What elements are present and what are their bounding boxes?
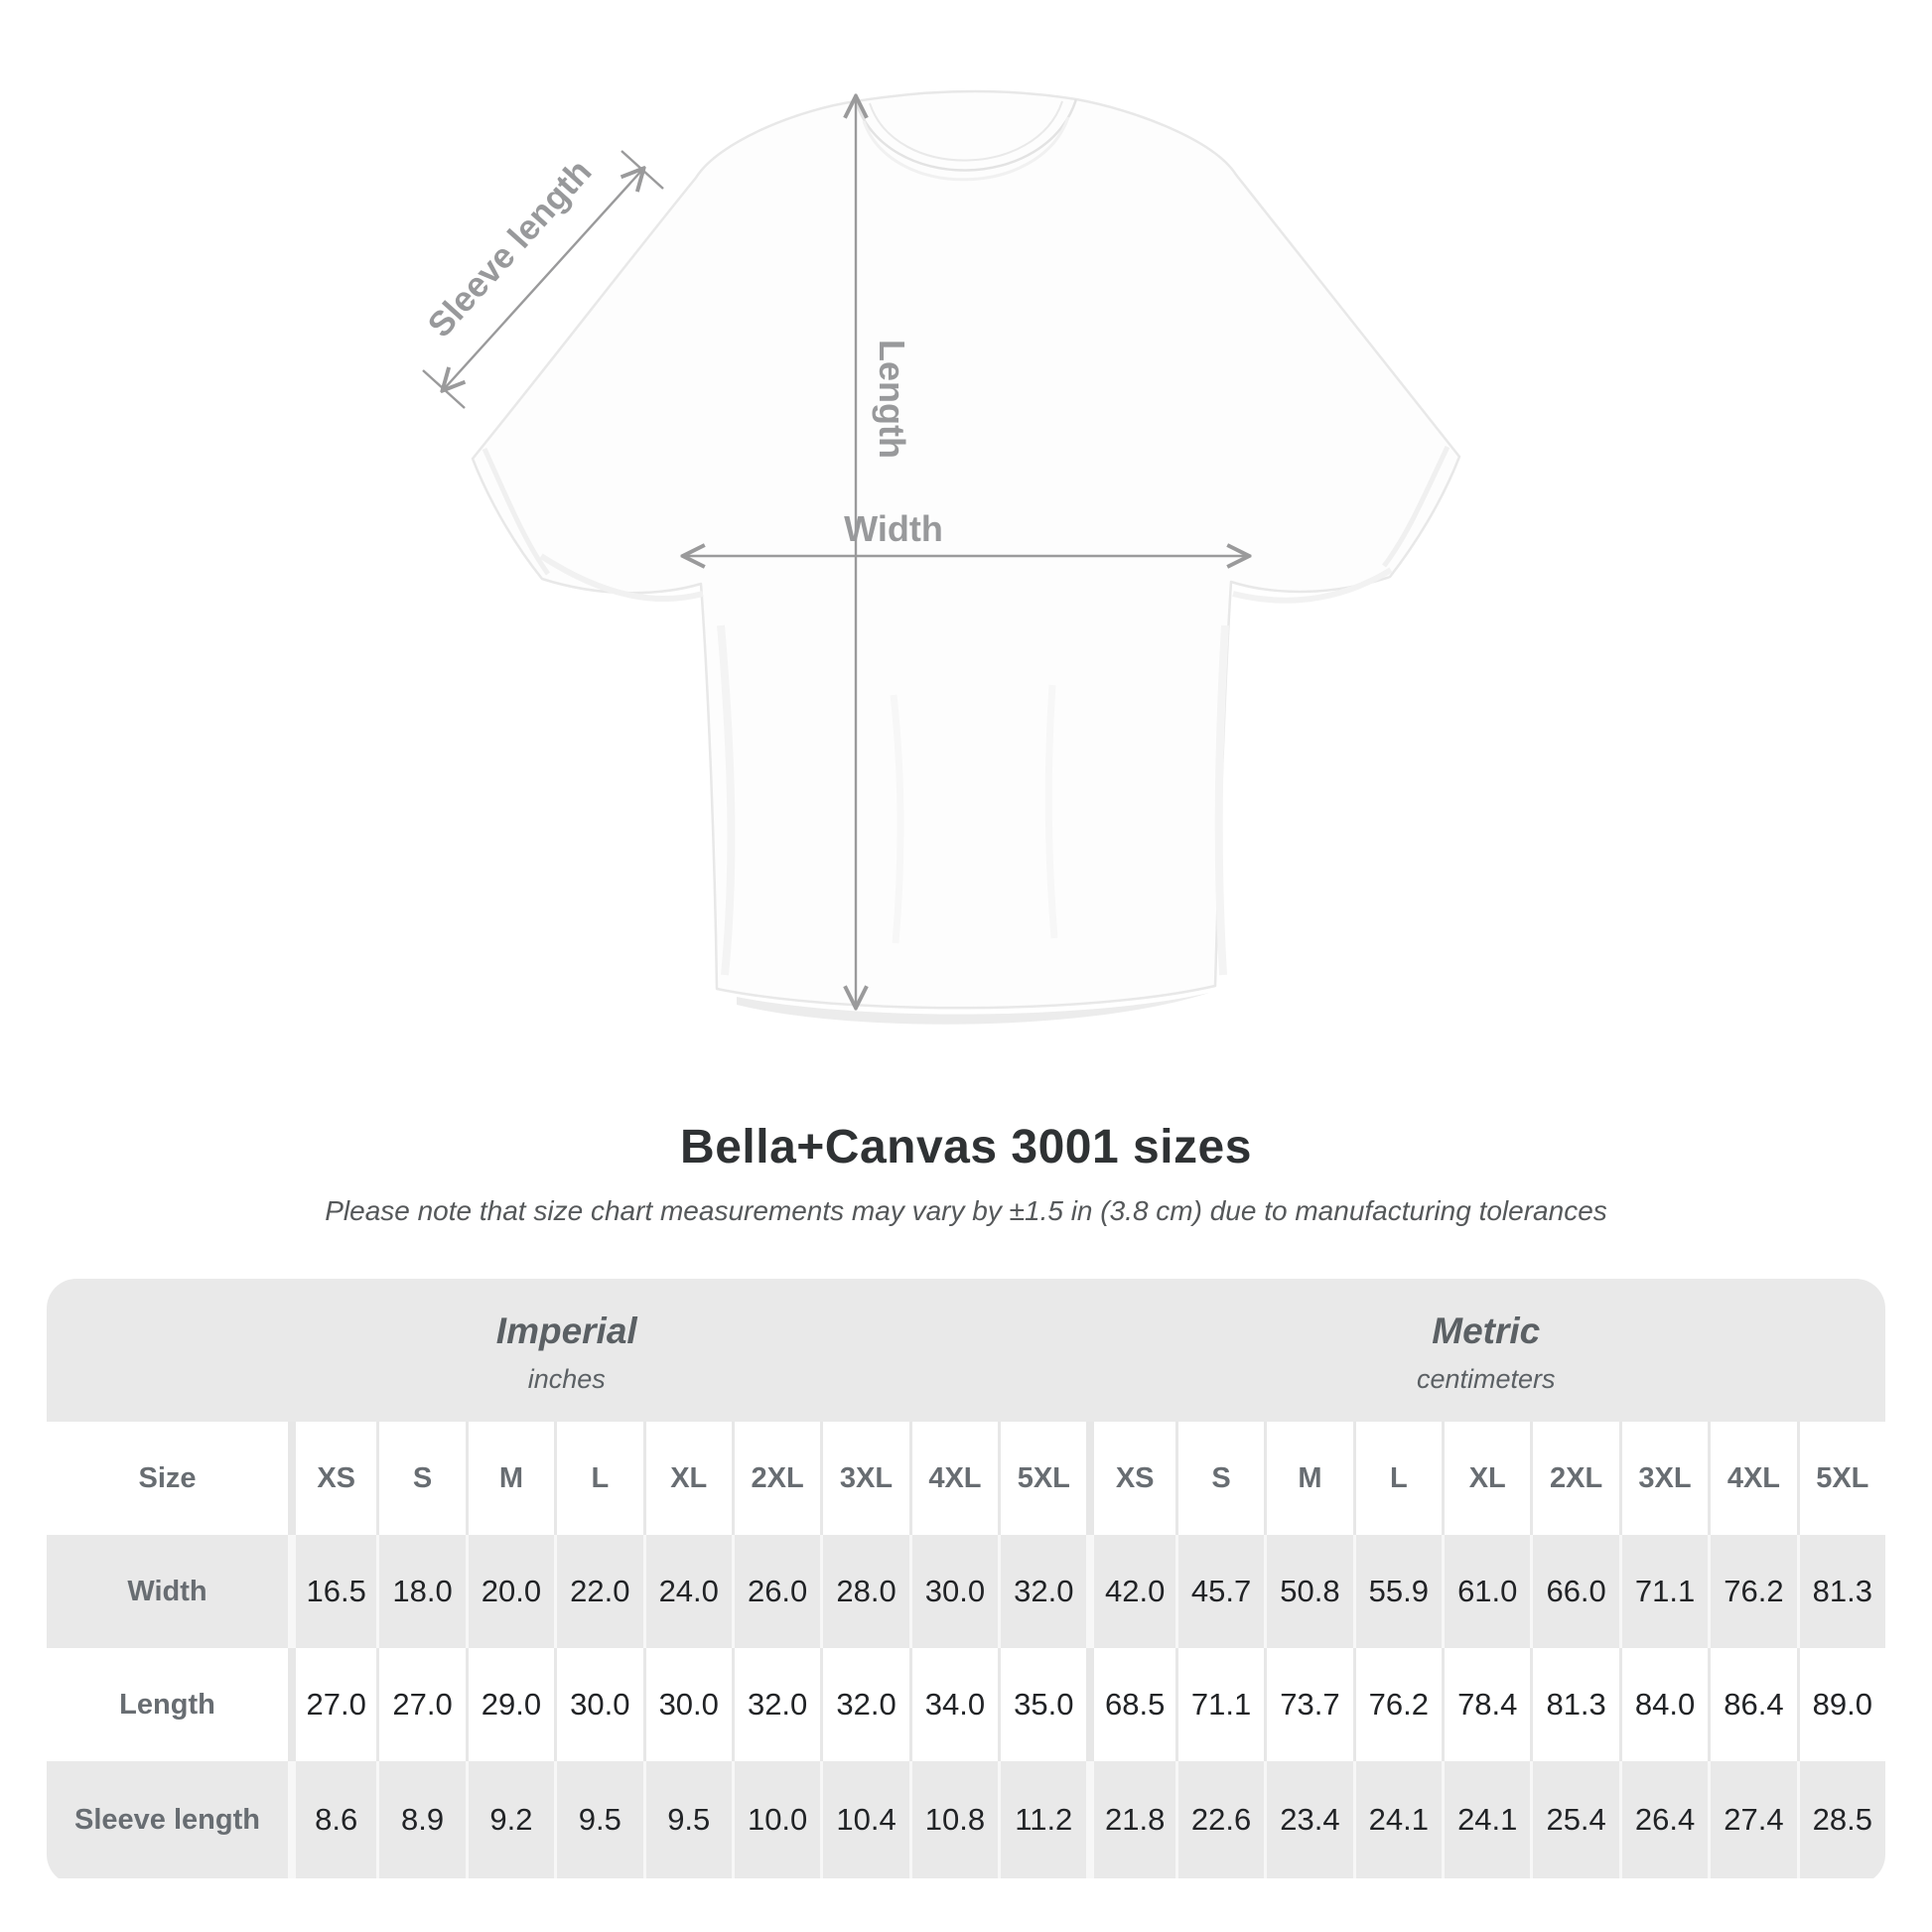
- value-cell: 23.4: [1264, 1761, 1352, 1878]
- value-cell: 61.0: [1442, 1535, 1530, 1648]
- value-cell: 76.2: [1708, 1535, 1796, 1648]
- value-cell: 26.4: [1618, 1761, 1708, 1878]
- value-cell: 30.0: [642, 1648, 732, 1761]
- size-header-cell: 4XL: [908, 1422, 998, 1535]
- table-row-sleeve-length: Sleeve length 8.6 8.9 9.2 9.5 9.5 10.0 10.4 10.…: [47, 1761, 1885, 1878]
- value-cell: 71.1: [1618, 1535, 1708, 1648]
- value-cell: 21.8: [1086, 1761, 1174, 1878]
- value-cell: 32.0: [998, 1535, 1086, 1648]
- unit-group-imperial: Imperial inches: [47, 1279, 1087, 1422]
- size-header-cell: XS: [1086, 1422, 1174, 1535]
- value-cell: 73.7: [1264, 1648, 1352, 1761]
- value-cell: 45.7: [1174, 1535, 1264, 1648]
- shirt-measurement-diagram: Sleeve length Length Width: [420, 89, 1461, 1025]
- value-cell: 78.4: [1442, 1648, 1530, 1761]
- value-cell: 20.0: [465, 1535, 554, 1648]
- value-cell: 28.5: [1796, 1761, 1885, 1878]
- size-header-cell: XS: [288, 1422, 376, 1535]
- value-cell: 10.4: [820, 1761, 908, 1878]
- metric-unit: centimeters: [1416, 1363, 1556, 1394]
- size-header-cell: 2XL: [1530, 1422, 1618, 1535]
- value-cell: 28.0: [820, 1535, 908, 1648]
- row-label-sleeve-length: Sleeve length: [74, 1803, 260, 1836]
- size-header-cell: S: [1174, 1422, 1264, 1535]
- value-cell: 34.0: [908, 1648, 998, 1761]
- width-label: Width: [844, 508, 943, 549]
- page-title: Bella+Canvas 3001 sizes: [680, 1121, 1252, 1173]
- value-cell: 32.0: [731, 1648, 820, 1761]
- value-cell: 76.2: [1352, 1648, 1442, 1761]
- size-header-row: Size XS S M L XL 2XL 3XL 4XL 5XL XS S M L XL 2XL 3XL 4XL…: [47, 1422, 1885, 1535]
- value-cell: 27.0: [376, 1648, 465, 1761]
- size-header-cell: 5XL: [1796, 1422, 1885, 1535]
- value-cell: 11.2: [998, 1761, 1086, 1878]
- value-cell: 9.5: [554, 1761, 642, 1878]
- value-cell: 66.0: [1530, 1535, 1618, 1648]
- size-table: Imperial inches Metric centimeters Size …: [47, 1279, 1885, 1884]
- size-header-cell: 4XL: [1708, 1422, 1796, 1535]
- value-cell: 9.2: [465, 1761, 554, 1878]
- value-cell: 84.0: [1618, 1648, 1708, 1761]
- value-cell: 86.4: [1708, 1648, 1796, 1761]
- size-header-cell: 3XL: [820, 1422, 908, 1535]
- sleeve-length-arrow: [422, 150, 664, 409]
- size-header-cell: 5XL: [998, 1422, 1086, 1535]
- value-cell: 24.1: [1352, 1761, 1442, 1878]
- value-cell: 22.0: [554, 1535, 642, 1648]
- imperial-unit: inches: [527, 1363, 606, 1394]
- size-header-cell: M: [465, 1422, 554, 1535]
- value-cell: 71.1: [1174, 1648, 1264, 1761]
- size-header-cell: XL: [1442, 1422, 1530, 1535]
- table-row-width: Width 16.5 18.0 20.0 22.0 24.0 26.0 28.0 30.0 32…: [47, 1535, 1885, 1648]
- size-header-cell: L: [1352, 1422, 1442, 1535]
- value-cell: 68.5: [1086, 1648, 1174, 1761]
- value-cell: 18.0: [376, 1535, 465, 1648]
- value-cell: 24.1: [1442, 1761, 1530, 1878]
- value-cell: 27.0: [288, 1648, 376, 1761]
- value-cell: 24.0: [642, 1535, 732, 1648]
- size-header-cell: XL: [642, 1422, 732, 1535]
- value-cell: 30.0: [554, 1648, 642, 1761]
- value-cell: 27.4: [1708, 1761, 1796, 1878]
- value-cell: 26.0: [731, 1535, 820, 1648]
- value-cell: 16.5: [288, 1535, 376, 1648]
- tshirt-illustration: [471, 89, 1461, 1025]
- value-cell: 10.0: [731, 1761, 820, 1878]
- value-cell: 30.0: [908, 1535, 998, 1648]
- value-cell: 8.9: [376, 1761, 465, 1878]
- value-cell: 81.3: [1530, 1648, 1618, 1761]
- page-subtitle: Please note that size chart measurements…: [325, 1195, 1607, 1226]
- unit-group-metric: Metric centimeters: [1087, 1279, 1886, 1422]
- value-cell: 32.0: [820, 1648, 908, 1761]
- size-header-cell: L: [554, 1422, 642, 1535]
- value-cell: 89.0: [1796, 1648, 1885, 1761]
- value-cell: 50.8: [1264, 1535, 1352, 1648]
- value-cell: 29.0: [465, 1648, 554, 1761]
- length-label: Length: [872, 340, 912, 459]
- value-cell: 10.8: [908, 1761, 998, 1878]
- value-cell: 22.6: [1174, 1761, 1264, 1878]
- value-cell: 8.6: [288, 1761, 376, 1878]
- value-cell: 35.0: [998, 1648, 1086, 1761]
- size-header-cell: 3XL: [1618, 1422, 1708, 1535]
- unit-group-header: Imperial inches Metric centimeters: [47, 1279, 1885, 1422]
- value-cell: 25.4: [1530, 1761, 1618, 1878]
- size-header-cell: S: [376, 1422, 465, 1535]
- value-cell: 42.0: [1086, 1535, 1174, 1648]
- row-label-width: Width: [127, 1575, 207, 1607]
- size-header-cell: 2XL: [731, 1422, 820, 1535]
- row-label-length: Length: [119, 1688, 215, 1721]
- value-cell: 9.5: [642, 1761, 732, 1878]
- table-row-length: Length 27.0 27.0 29.0 30.0 30.0 32.0 32.0 34.0 3…: [47, 1648, 1885, 1761]
- metric-title: Metric: [1432, 1310, 1541, 1351]
- size-header-cell: M: [1264, 1422, 1352, 1535]
- value-cell: 81.3: [1796, 1535, 1885, 1648]
- value-cell: 55.9: [1352, 1535, 1442, 1648]
- imperial-title: Imperial: [495, 1310, 637, 1351]
- size-header-label: Size: [138, 1461, 197, 1494]
